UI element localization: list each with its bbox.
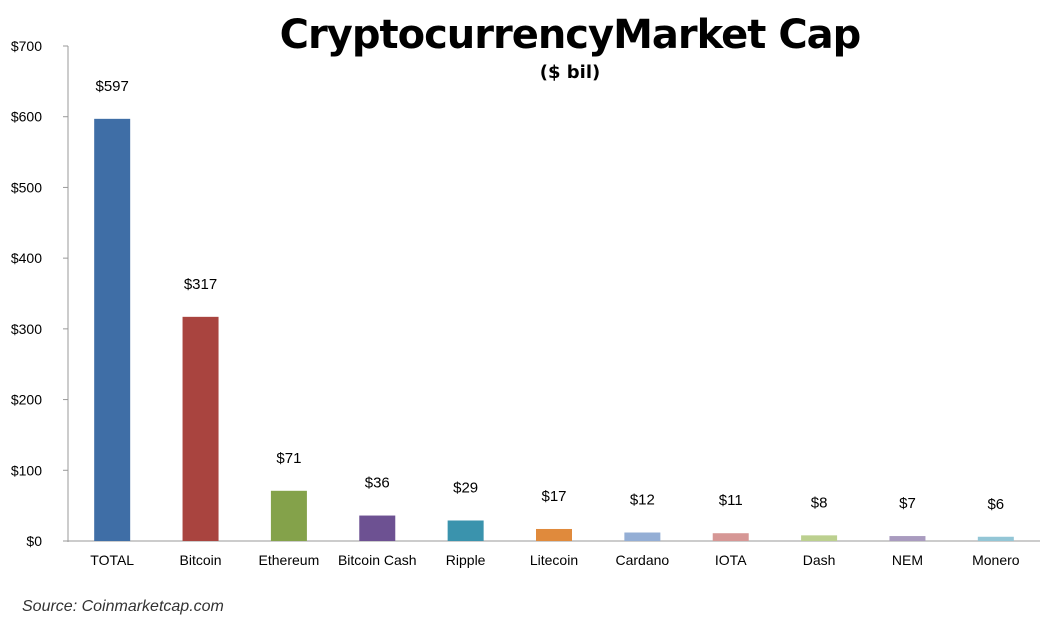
x-tick-label: TOTAL — [90, 552, 134, 568]
data-label: $17 — [541, 488, 566, 505]
y-tick-label: $500 — [11, 179, 42, 195]
source-note: Source: Coinmarketcap.com — [22, 598, 224, 615]
bar — [182, 316, 219, 541]
x-tick-label: Ripple — [446, 552, 486, 568]
y-tick-label: $400 — [11, 250, 42, 266]
bar — [712, 533, 749, 541]
y-tick-label: $0 — [26, 533, 42, 549]
bar — [624, 532, 661, 541]
y-tick-label: $300 — [11, 321, 42, 337]
x-tick-label: NEM — [892, 552, 923, 568]
data-label: $12 — [630, 492, 655, 509]
x-tick-label: IOTA — [715, 552, 747, 568]
chart-subtitle: ($ bil) — [539, 62, 601, 83]
y-tick-label: $600 — [11, 109, 42, 125]
bar — [889, 536, 926, 541]
data-label: $36 — [365, 475, 390, 492]
x-tick-label: Ethereum — [259, 552, 320, 568]
bar — [977, 536, 1014, 541]
bar — [359, 515, 396, 541]
chart-title: CryptocurrencyMarket Cap — [279, 12, 862, 58]
bar — [801, 535, 838, 541]
data-label: $317 — [184, 276, 217, 293]
data-label: $71 — [276, 450, 301, 467]
y-tick-label: $700 — [11, 38, 42, 54]
data-label: $11 — [719, 492, 743, 509]
y-tick-label: $100 — [11, 462, 42, 478]
x-tick-label: Cardano — [616, 552, 670, 568]
x-tick-label: Litecoin — [530, 552, 578, 568]
bar — [536, 528, 572, 541]
bar — [94, 118, 131, 541]
x-tick-label: Monero — [972, 552, 1020, 568]
x-tick-label: Bitcoin — [180, 552, 222, 568]
data-label: $29 — [453, 479, 478, 496]
y-tick-label: $200 — [11, 392, 42, 408]
x-tick-label: Bitcoin Cash — [338, 552, 417, 568]
x-tick-label: Dash — [803, 552, 836, 568]
bar — [447, 520, 484, 541]
data-label: $7 — [899, 495, 916, 512]
data-label: $8 — [811, 494, 828, 511]
bar — [270, 490, 307, 541]
data-label: $6 — [987, 496, 1004, 513]
data-label: $597 — [95, 78, 128, 95]
